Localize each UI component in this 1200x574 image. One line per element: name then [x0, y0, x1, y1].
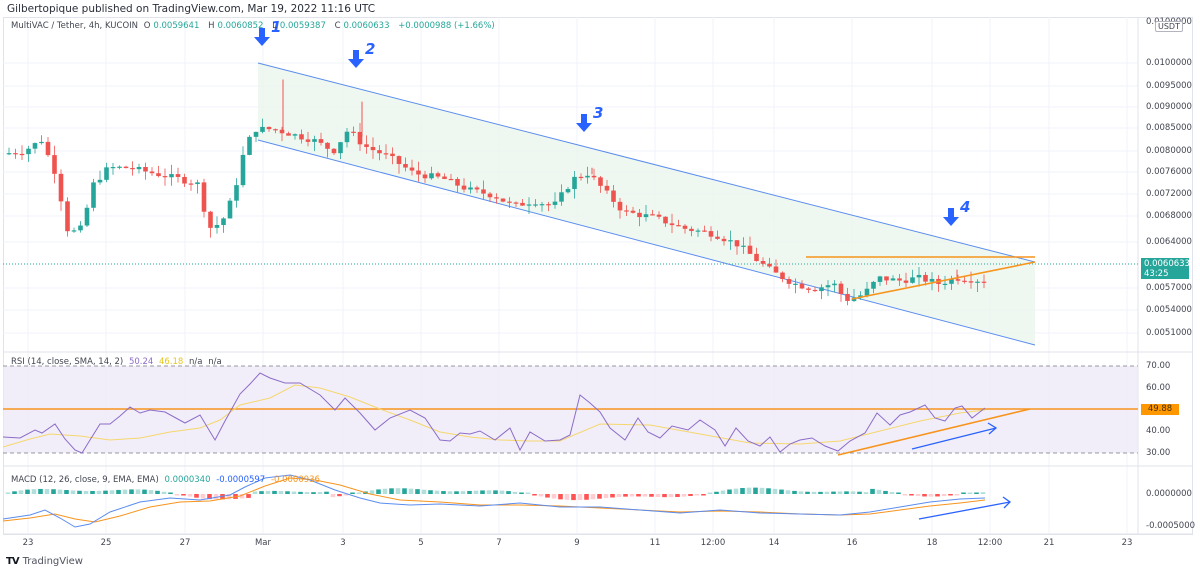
time-label: 12:00	[977, 538, 1003, 548]
axis-label: 0.0085000	[1146, 123, 1192, 133]
time-label: 14	[768, 538, 780, 548]
macd-signal-value: -0.0000936	[270, 475, 320, 485]
axis-label: 0.0068000	[1146, 211, 1192, 221]
axis-label: 0.0064000	[1146, 237, 1192, 247]
time-label: 3	[340, 538, 346, 548]
rsi-na-1: n/a	[189, 357, 203, 367]
publish-line: Gilbertopique published on TradingView.c…	[7, 3, 376, 15]
time-label: 11	[649, 538, 661, 548]
tradingview-logo[interactable]: TV TradingView	[6, 556, 83, 567]
macd-arrow	[918, 496, 1012, 520]
axis-label: 0.0080000	[1146, 146, 1192, 156]
time-label: 16	[846, 538, 858, 548]
axis-label: 0.0057000	[1146, 283, 1192, 293]
change-value: +0.0000988 (+1.66%)	[398, 21, 495, 31]
channel-upper-line[interactable]	[257, 62, 1036, 263]
current-price-badge: 0.0060633 43:25	[1141, 258, 1190, 279]
time-label: 23	[1121, 538, 1133, 548]
axis-label: -0.0005000	[1146, 521, 1196, 531]
annotation-arrows: 1 2 3 4	[254, 18, 970, 226]
axis-label: 0.0100000	[1146, 58, 1192, 68]
time-label: 23	[22, 538, 34, 548]
channel-lower-line[interactable]	[257, 139, 1036, 346]
macd-title: MACD (12, 26, close, 9, EMA, EMA)	[11, 475, 159, 485]
time-label: 9	[574, 538, 580, 548]
axis-label: 30.00	[1146, 448, 1171, 458]
axis-label: 0.0054000	[1146, 305, 1192, 315]
open-value: 0.0059641	[153, 21, 200, 31]
symbol-legend[interactable]: MultiVAC / Tether, 4h, KUCOIN O 0.0059641…	[11, 21, 495, 31]
rsi-title: RSI (14, close, SMA, 14, 2)	[11, 357, 124, 367]
rsi-sma-line	[2, 384, 986, 448]
current-price: 0.0060633	[1144, 259, 1190, 269]
macd-legend[interactable]: MACD (12, 26, close, 9, EMA, EMA) 0.0000…	[11, 475, 323, 485]
low-value: 0.0059387	[279, 21, 326, 31]
time-label: 21	[1043, 538, 1055, 548]
bar-countdown: 43:25	[1144, 269, 1169, 279]
svg-text:4: 4	[959, 198, 970, 216]
channel-fill	[258, 63, 1035, 345]
time-label: 25	[100, 538, 112, 548]
rsi-line	[2, 372, 986, 454]
macd-value: -0.0000597	[216, 475, 266, 485]
svg-text:3: 3	[593, 104, 603, 122]
rsi-value: 50.24	[128, 357, 154, 367]
rsi-na-2: n/a	[208, 357, 222, 367]
axis-label: 60.00	[1146, 383, 1171, 393]
time-label: Mar	[254, 538, 272, 548]
time-label: 27	[179, 538, 191, 548]
time-label: 12:00	[700, 538, 726, 548]
currency-button[interactable]: USDT	[1155, 21, 1183, 32]
axis-label: 0.0051000	[1146, 328, 1192, 338]
axis-label: 0.0090000	[1146, 102, 1192, 112]
high-value: 0.0060852	[217, 21, 264, 31]
macd-histogram	[5, 487, 986, 501]
close-value: 0.0060633	[343, 21, 390, 31]
axis-label: 70.00	[1146, 361, 1171, 371]
macd-hist-value: 0.0000340	[164, 475, 211, 485]
axis-label: 0.0076000	[1146, 167, 1192, 177]
candlesticks	[6, 79, 987, 306]
rsi-sma-value: 46.18	[159, 357, 184, 367]
rsi-arrow	[911, 422, 998, 450]
rsi-trendline[interactable]	[837, 408, 1031, 456]
tv-logo-icon: TV	[6, 556, 20, 567]
rsi-line-badge: 49.88	[1141, 404, 1179, 415]
macd-line	[2, 474, 986, 528]
axis-label: 40.00	[1146, 426, 1171, 436]
axis-label: 0.0072000	[1146, 189, 1192, 199]
triangle-support-line[interactable]	[851, 261, 1036, 300]
logo-text: TradingView	[22, 556, 83, 567]
time-label: 5	[418, 538, 424, 548]
symbol-name: MultiVAC / Tether, 4h, KUCOIN	[11, 21, 138, 31]
time-label: 18	[926, 538, 938, 548]
axis-label: 0.0095000	[1146, 81, 1192, 91]
svg-text:2: 2	[365, 40, 375, 58]
rsi-legend[interactable]: RSI (14, close, SMA, 14, 2) 50.24 46.18 …	[11, 357, 225, 367]
time-label: 7	[496, 538, 502, 548]
axis-label: 0.0000000	[1146, 489, 1192, 499]
svg-text:1: 1	[271, 18, 281, 36]
